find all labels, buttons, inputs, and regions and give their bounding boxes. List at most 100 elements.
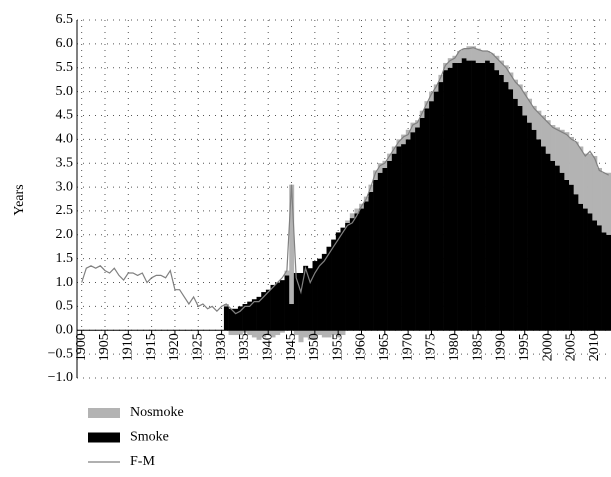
bar: [485, 60, 491, 331]
legend-label: Nosmoke: [130, 405, 184, 420]
bar: [293, 272, 299, 331]
bar: [279, 280, 285, 331]
bar: [307, 330, 313, 340]
bar: [373, 170, 379, 180]
x-tick-label: 1950: [307, 333, 322, 361]
bar: [503, 65, 509, 83]
bar: [583, 208, 588, 331]
bar: [494, 55, 500, 71]
x-tick-label: 1900: [74, 333, 89, 361]
bar: [433, 91, 439, 331]
y-tick-label: 2.5: [56, 203, 74, 218]
bar: [424, 108, 430, 331]
bar: [312, 261, 318, 331]
bar: [373, 179, 379, 331]
bar: [541, 146, 547, 331]
y-tick-label: −0.5: [48, 346, 73, 361]
bar: [251, 299, 257, 331]
bar: [601, 232, 607, 331]
bar: [247, 330, 253, 336]
bar: [527, 122, 533, 331]
bar: [401, 144, 407, 331]
bar: [601, 172, 607, 233]
bar: [270, 284, 276, 331]
bar: [461, 58, 467, 331]
y-tick-label: 0.0: [56, 322, 74, 337]
bar: [289, 184, 295, 305]
bar: [289, 304, 295, 331]
bar: [326, 246, 332, 331]
x-tick-label: 2000: [540, 333, 555, 361]
bar: [237, 306, 243, 331]
y-tick-label: −1.0: [48, 370, 73, 385]
x-tick-label: 1975: [424, 333, 439, 361]
bar: [555, 127, 560, 166]
bar: [293, 330, 299, 336]
y-tick-label: 2.0: [56, 227, 74, 242]
bar: [340, 227, 346, 331]
bar: [396, 139, 402, 147]
line: [81, 47, 609, 315]
bar: [275, 330, 281, 336]
bar: [475, 48, 481, 63]
bar: [391, 153, 397, 331]
bar: [559, 172, 565, 331]
bar: [359, 208, 365, 331]
bar: [261, 330, 267, 338]
x-tick-label: 1930: [214, 333, 229, 361]
bar: [517, 84, 523, 106]
bar: [485, 51, 491, 61]
bar: [480, 62, 486, 331]
bar: [475, 62, 481, 331]
bar: [545, 120, 551, 154]
bar: [331, 239, 337, 331]
y-tick-label: 3.5: [56, 155, 74, 170]
bar: [321, 330, 327, 338]
x-tick-label: 1915: [144, 333, 159, 361]
bar: [415, 120, 421, 128]
bar: [396, 146, 402, 331]
x-tick-label: 2010: [587, 333, 602, 361]
bar: [606, 234, 611, 331]
bar: [522, 115, 528, 331]
bar: [335, 232, 341, 331]
bar: [443, 62, 449, 71]
bar: [377, 172, 383, 331]
bar: [340, 330, 346, 336]
bar: [237, 330, 243, 336]
bar: [527, 98, 533, 123]
bar: [368, 191, 374, 331]
bar: [401, 134, 407, 145]
bar: [443, 70, 449, 331]
bar: [228, 308, 234, 331]
bar: [410, 122, 416, 133]
y-axis-label: Years: [12, 184, 27, 215]
x-tick-label: 1920: [167, 333, 182, 361]
bar: [391, 146, 397, 154]
bar: [536, 139, 542, 331]
x-tick-label: 1945: [284, 333, 299, 361]
bar: [466, 46, 472, 61]
bar: [536, 110, 542, 140]
x-tick-label: 2005: [564, 333, 579, 361]
bar: [438, 82, 444, 331]
bar: [382, 167, 388, 331]
bar: [447, 58, 453, 68]
bar: [251, 330, 257, 338]
bar: [564, 132, 570, 180]
bar: [415, 127, 421, 331]
y-tick-label: 6.0: [56, 36, 74, 51]
bar: [597, 225, 602, 331]
bar: [508, 72, 514, 90]
bar: [410, 132, 416, 331]
bar: [261, 292, 267, 331]
bar: [499, 60, 505, 75]
x-tick-label: 1935: [237, 333, 252, 361]
legend-label: Smoke: [130, 430, 169, 445]
y-tick-label: 1.5: [56, 251, 74, 266]
bar: [452, 62, 458, 331]
x-tick-label: 1965: [377, 333, 392, 361]
bar: [419, 117, 425, 331]
bar: [555, 165, 560, 331]
bar: [550, 160, 556, 331]
